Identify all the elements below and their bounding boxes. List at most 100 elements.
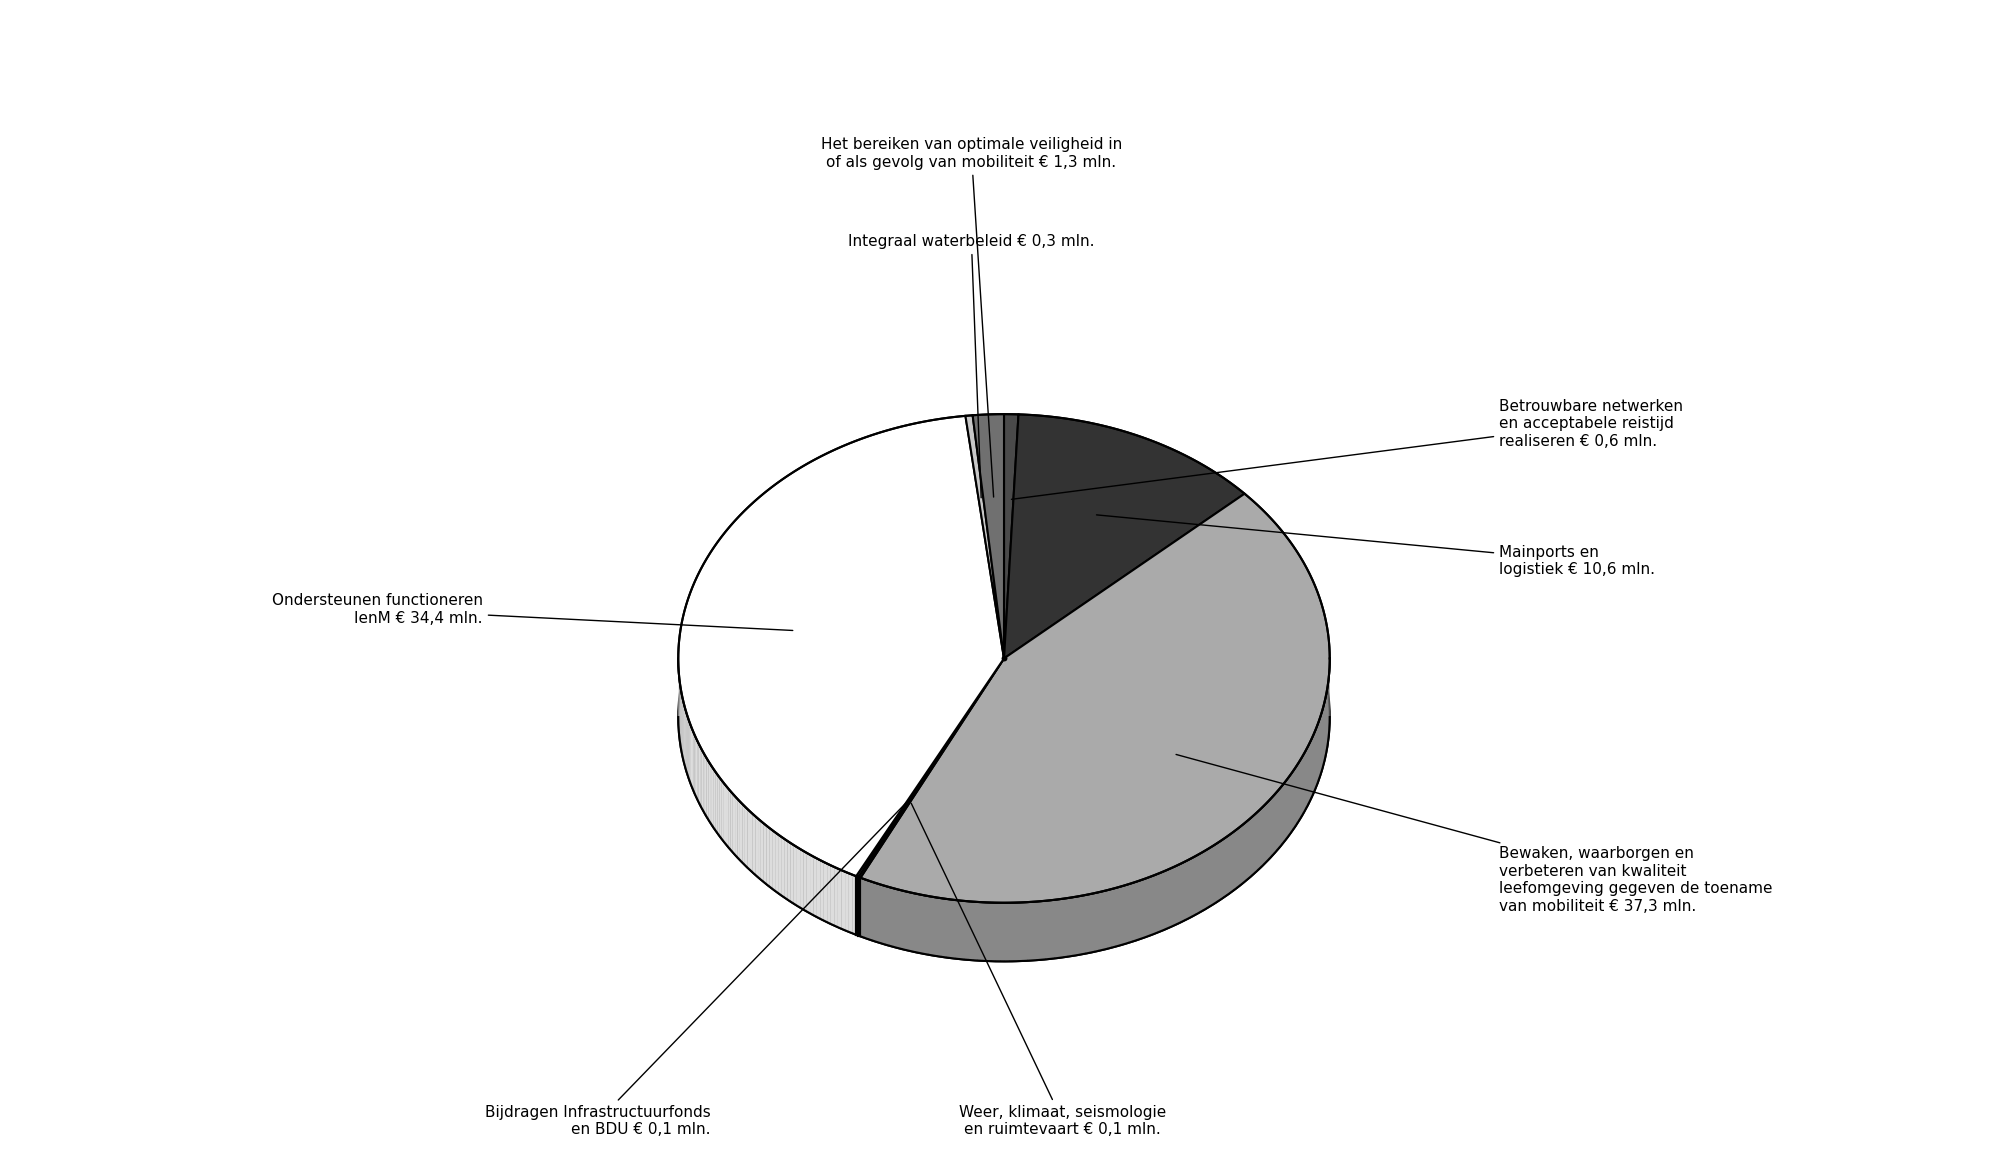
Text: Betrouwbare netwerken
en acceptabele reistijd
realiseren € 0,6 mln.: Betrouwbare netwerken en acceptabele rei… xyxy=(1012,399,1682,500)
Polygon shape xyxy=(981,902,985,961)
Polygon shape xyxy=(1022,902,1028,961)
Text: Bijdragen Infrastructuurfonds
en BDU € 0,1 mln.: Bijdragen Infrastructuurfonds en BDU € 0… xyxy=(486,802,907,1137)
Polygon shape xyxy=(1202,850,1206,911)
Polygon shape xyxy=(1050,900,1054,959)
Polygon shape xyxy=(1132,882,1136,942)
Polygon shape xyxy=(733,794,735,855)
Polygon shape xyxy=(1144,877,1148,937)
Polygon shape xyxy=(759,818,761,879)
Polygon shape xyxy=(743,804,745,866)
Polygon shape xyxy=(1086,894,1090,953)
Polygon shape xyxy=(823,862,827,922)
Polygon shape xyxy=(877,884,881,943)
Polygon shape xyxy=(1054,899,1058,959)
Polygon shape xyxy=(901,891,907,950)
Polygon shape xyxy=(949,899,955,959)
Polygon shape xyxy=(999,902,1004,961)
Polygon shape xyxy=(1004,902,1010,961)
Polygon shape xyxy=(855,659,1004,877)
Polygon shape xyxy=(1018,902,1022,961)
Polygon shape xyxy=(1244,819,1248,881)
Polygon shape xyxy=(959,900,963,959)
Polygon shape xyxy=(1014,902,1018,961)
Polygon shape xyxy=(803,850,807,912)
Polygon shape xyxy=(1198,852,1202,913)
Polygon shape xyxy=(915,893,919,953)
Polygon shape xyxy=(716,775,719,837)
Polygon shape xyxy=(919,894,923,954)
Polygon shape xyxy=(841,870,845,930)
Polygon shape xyxy=(827,863,831,924)
Polygon shape xyxy=(1280,784,1282,846)
Ellipse shape xyxy=(678,473,1329,961)
Polygon shape xyxy=(967,901,973,960)
Polygon shape xyxy=(1080,896,1086,954)
Polygon shape xyxy=(1112,887,1116,947)
Polygon shape xyxy=(1216,841,1220,902)
Polygon shape xyxy=(923,896,927,954)
Polygon shape xyxy=(1128,883,1132,943)
Polygon shape xyxy=(1040,901,1046,960)
Polygon shape xyxy=(791,842,793,904)
Polygon shape xyxy=(1156,872,1160,932)
Polygon shape xyxy=(1232,830,1236,891)
Polygon shape xyxy=(869,881,873,941)
Polygon shape xyxy=(727,786,729,847)
Polygon shape xyxy=(1194,854,1198,915)
Polygon shape xyxy=(1192,856,1194,916)
Polygon shape xyxy=(1076,896,1080,956)
Polygon shape xyxy=(1106,889,1112,949)
Polygon shape xyxy=(1164,869,1168,929)
Polygon shape xyxy=(1262,803,1264,866)
Polygon shape xyxy=(831,866,833,926)
Polygon shape xyxy=(1242,822,1244,883)
Polygon shape xyxy=(678,415,1004,876)
Polygon shape xyxy=(1090,893,1094,953)
Text: Integraal waterbeleid € 0,3 mln.: Integraal waterbeleid € 0,3 mln. xyxy=(847,234,1094,497)
Polygon shape xyxy=(1036,901,1040,960)
Polygon shape xyxy=(767,825,769,886)
Polygon shape xyxy=(1248,817,1250,878)
Polygon shape xyxy=(737,799,739,860)
Polygon shape xyxy=(849,874,853,934)
Text: Het bereiken van optimale veiligheid in
of als gevolg van mobiliteit € 1,3 mln.: Het bereiken van optimale veiligheid in … xyxy=(821,137,1122,497)
Polygon shape xyxy=(1180,862,1184,922)
Polygon shape xyxy=(955,900,959,959)
Polygon shape xyxy=(885,886,889,946)
Polygon shape xyxy=(941,898,945,958)
Polygon shape xyxy=(1068,898,1072,957)
Polygon shape xyxy=(1028,901,1032,961)
Polygon shape xyxy=(723,784,727,845)
Polygon shape xyxy=(1046,900,1050,959)
Polygon shape xyxy=(1032,901,1036,960)
Polygon shape xyxy=(1210,846,1212,906)
Polygon shape xyxy=(937,898,941,957)
Polygon shape xyxy=(1064,898,1068,958)
Polygon shape xyxy=(853,875,855,935)
Polygon shape xyxy=(1148,876,1152,936)
Polygon shape xyxy=(763,823,767,884)
Polygon shape xyxy=(907,892,911,951)
Polygon shape xyxy=(1136,881,1140,941)
Polygon shape xyxy=(797,847,799,907)
Polygon shape xyxy=(1176,863,1180,924)
Polygon shape xyxy=(881,885,885,945)
Polygon shape xyxy=(781,837,785,898)
Polygon shape xyxy=(753,814,755,875)
Polygon shape xyxy=(1295,766,1297,827)
Polygon shape xyxy=(1206,848,1210,908)
Polygon shape xyxy=(1270,795,1272,856)
Polygon shape xyxy=(1293,769,1295,831)
Polygon shape xyxy=(1098,891,1102,951)
Polygon shape xyxy=(755,816,759,877)
Polygon shape xyxy=(1268,799,1270,860)
Polygon shape xyxy=(845,871,849,932)
Polygon shape xyxy=(873,882,877,942)
Polygon shape xyxy=(1291,772,1293,833)
Polygon shape xyxy=(1230,832,1232,893)
Polygon shape xyxy=(1072,897,1076,956)
Polygon shape xyxy=(1260,807,1262,868)
Polygon shape xyxy=(965,415,1004,659)
Polygon shape xyxy=(731,792,733,853)
Polygon shape xyxy=(893,889,897,949)
